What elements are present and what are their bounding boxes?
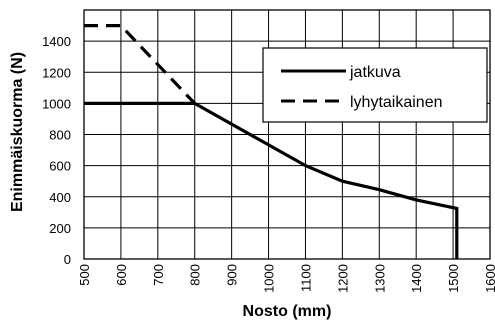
x-tick-label: 1200 [335, 264, 350, 293]
plot-frame [83, 9, 491, 260]
legend: jatkuva lyhytaikainen [262, 47, 488, 123]
y-tick-label: 400 [49, 190, 71, 205]
legend-label-jatkuva: jatkuva [349, 64, 401, 81]
y-tick-label: 1000 [42, 96, 71, 111]
x-tick-label: 800 [188, 264, 203, 286]
x-tick-label: 1500 [446, 264, 461, 293]
plot-border [83, 9, 491, 260]
series-group [84, 24, 459, 259]
x-tick-label: 500 [77, 264, 92, 286]
y-tick-label: 200 [49, 221, 71, 236]
tick-labels: 500 600 700 800 900 1000 1100 1200 1300 1400 1500 1… [42, 34, 495, 293]
series-line-lyhytaikainen [84, 24, 196, 105]
legend-label-lyhytaikainen: lyhytaikainen [350, 94, 443, 111]
y-axis-title: Enimmäiskuorma (N) [9, 52, 26, 212]
x-tick-label: 700 [151, 264, 166, 286]
grid [83, 9, 491, 260]
x-tick-label: 1300 [372, 264, 387, 293]
y-tick-label: 1200 [42, 65, 71, 80]
x-tick-label: 1400 [409, 264, 424, 293]
y-tick-label: 600 [49, 159, 71, 174]
x-axis-title: Nosto (mm) [243, 303, 332, 320]
x-tick-label: 1600 [483, 264, 495, 293]
x-tick-label: 900 [225, 264, 240, 286]
y-tick-label: 1400 [42, 34, 71, 49]
y-tick-label: 800 [49, 128, 71, 143]
x-tick-label: 1100 [298, 264, 313, 292]
y-tick-label: 0 [64, 252, 71, 267]
legend-box [262, 47, 488, 123]
series-line-jatkuva [84, 101, 459, 259]
x-tick-label: 1000 [262, 264, 277, 293]
x-tick-label: 600 [114, 264, 129, 286]
